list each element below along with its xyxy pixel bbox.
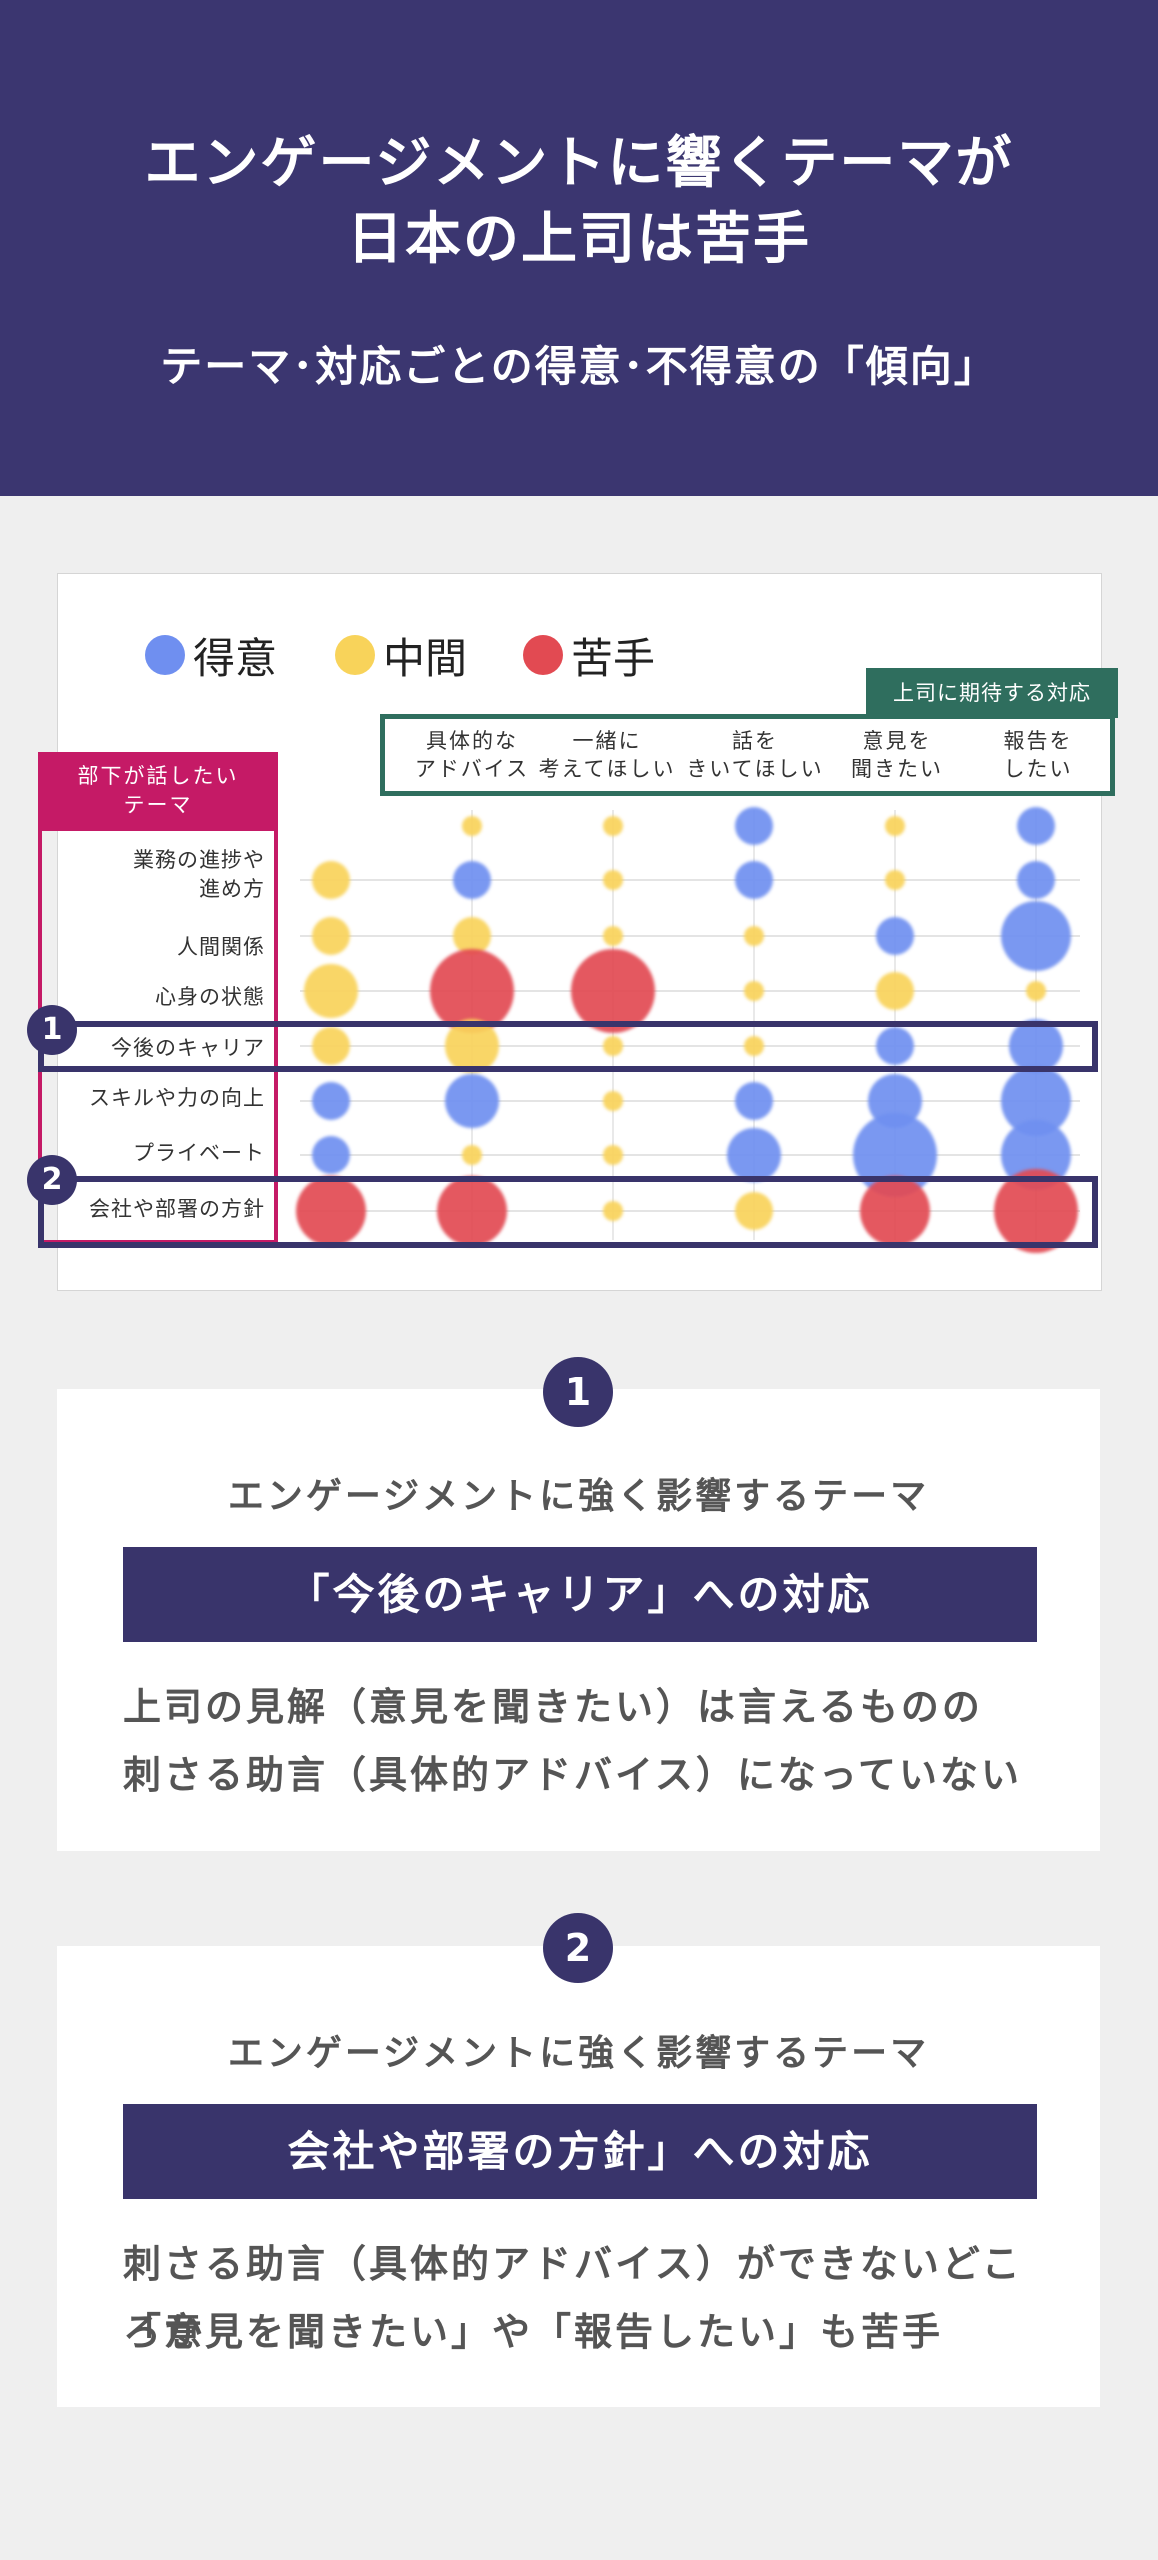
bubble-cell bbox=[744, 926, 764, 946]
bubble-row-lead bbox=[312, 1136, 350, 1174]
bubble-row-lead bbox=[312, 861, 350, 899]
row-label-relations: 人間関係 bbox=[177, 935, 265, 959]
page-title-line2: 日本の上司は苦手 bbox=[347, 207, 811, 272]
bubble-cell bbox=[735, 1082, 773, 1120]
row-label-private: プライベート bbox=[133, 1141, 265, 1165]
bubble-cell bbox=[1026, 981, 1046, 1001]
bubble-row-lead bbox=[312, 1082, 350, 1120]
card-2-body-line1: 刺さる助言（具体的アドバイス）ができないどころか bbox=[123, 2242, 1023, 2354]
bubble-cell bbox=[603, 870, 623, 890]
boss-response-tag: 上司に期待する対応 bbox=[866, 668, 1118, 718]
bubble-cell bbox=[603, 1145, 623, 1165]
bubble-cell bbox=[860, 1176, 930, 1246]
bubble-cell bbox=[735, 861, 773, 899]
header-banner: エンゲージメントに響くテーマが 日本の上司は苦手 テーマ･対応ごとの得意･不得意… bbox=[0, 0, 1158, 496]
bubble-cell bbox=[445, 1074, 499, 1128]
legend-good: 得意 bbox=[145, 630, 277, 683]
col-label-report: 報告を したい bbox=[1003, 729, 1073, 781]
bubble-cell bbox=[1001, 1120, 1071, 1190]
bubble-chart bbox=[296, 807, 1080, 1253]
row-label-wellbeing: 心身の状態 bbox=[155, 985, 265, 1009]
legend-bad: 苦手 bbox=[523, 630, 655, 683]
bubble-top-row bbox=[885, 816, 905, 836]
bubble-row-lead bbox=[296, 1176, 366, 1246]
bubble-cell bbox=[876, 972, 914, 1010]
bubble-cell bbox=[885, 870, 905, 890]
bubble-row-lead bbox=[304, 964, 358, 1018]
card-2-lead: エンゲージメントに強く影響するテーマ bbox=[227, 2033, 930, 2074]
row-label-career: 今後のキャリア bbox=[111, 1036, 265, 1060]
subordinate-topic-tag: 部下が話したい テーマ bbox=[38, 752, 278, 831]
legend-mid-label: 中間 bbox=[383, 633, 468, 683]
bubble-cell bbox=[1017, 861, 1055, 899]
bubble-cell bbox=[603, 1091, 623, 1111]
bubble-cell bbox=[876, 917, 914, 955]
legend-good-label: 得意 bbox=[193, 633, 278, 683]
insight-card-2: エンゲージメントに強く影響するテーマ 会社や部署の方針」への対応 刺さる助言（具… bbox=[57, 1946, 1100, 2407]
bubble-cell bbox=[603, 926, 623, 946]
page-subtitle: テーマ･対応ごとの得意･不得意の「傾向」 bbox=[160, 342, 998, 391]
col-label-opinion: 意見を 聞きたい bbox=[851, 729, 943, 781]
bubble-cell bbox=[744, 981, 764, 1001]
legend-bad-swatch bbox=[523, 635, 563, 675]
bubble-top-row bbox=[462, 816, 482, 836]
card-1-body-line1: 上司の見解（意見を聞きたい）は言えるものの bbox=[123, 1685, 983, 1729]
legend-mid: 中間 bbox=[335, 630, 467, 683]
col-label-advice: 具体的な アドバイス bbox=[414, 729, 530, 781]
highlight-row-career bbox=[38, 1021, 1098, 1072]
row-label-progress: 業務の進捗や 進め方 bbox=[133, 848, 265, 901]
card-1-lead: エンゲージメントに強く影響するテーマ bbox=[227, 1476, 930, 1517]
card-1-number: 1 bbox=[543, 1357, 613, 1427]
insight-card-1: エンゲージメントに強く影響するテーマ 「今後のキャリア」への対応 上司の見解（意… bbox=[57, 1389, 1100, 1851]
bubble-cell bbox=[868, 1074, 922, 1128]
bubble-cell bbox=[571, 949, 655, 1033]
bubble-cell bbox=[453, 917, 491, 955]
bubble-cell bbox=[735, 1192, 773, 1230]
bubble-cell bbox=[430, 949, 514, 1033]
bubble-cell bbox=[744, 1036, 764, 1056]
legend-good-swatch bbox=[145, 635, 185, 675]
bubble-row-lead bbox=[312, 1027, 350, 1065]
bubble-cell bbox=[727, 1128, 781, 1182]
bubble-cell bbox=[437, 1176, 507, 1246]
card-1-headline: 「今後のキャリア」への対応 bbox=[123, 1547, 1037, 1642]
highlight-marker-1: 1 bbox=[27, 1005, 77, 1055]
highlight-row-policy bbox=[38, 1176, 1098, 1248]
bubble-cell bbox=[445, 1019, 499, 1073]
card-2-number: 2 bbox=[543, 1913, 613, 1983]
bubble-cell bbox=[1001, 1066, 1071, 1136]
page-title-line1: エンゲージメントに響くテーマが bbox=[144, 131, 1014, 196]
bubble-cell bbox=[1001, 901, 1071, 971]
row-label-policy: 会社や部署の方針 bbox=[89, 1197, 265, 1221]
bubble-cell bbox=[994, 1169, 1078, 1253]
legend-bad-label: 苦手 bbox=[571, 633, 656, 683]
card-2-body-line2: 「意見を聞きたい」や「報告したい」も苦手 bbox=[123, 2310, 944, 2354]
bubble-cell bbox=[453, 861, 491, 899]
row-label-skills: スキルや力の向上 bbox=[89, 1086, 265, 1110]
bubble-top-row bbox=[735, 807, 773, 845]
bubble-row-lead bbox=[312, 917, 350, 955]
col-label-think-together: 一緒に 考えてほしい bbox=[538, 729, 676, 781]
bubble-cell bbox=[876, 1027, 914, 1065]
bubble-cell bbox=[1009, 1019, 1063, 1073]
bubble-cell bbox=[462, 1145, 482, 1165]
bubble-cell bbox=[603, 1201, 623, 1221]
boss-response-header-box bbox=[380, 714, 1115, 796]
bubble-cell bbox=[603, 1036, 623, 1056]
bubble-top-row bbox=[1017, 807, 1055, 845]
highlight-marker-2: 2 bbox=[27, 1155, 77, 1205]
card-1-body-line2: 刺さる助言（具体的アドバイス）になっていない bbox=[123, 1753, 1022, 1797]
col-label-listen: 話を きいてほしい bbox=[686, 729, 824, 781]
card-2-headline: 会社や部署の方針」への対応 bbox=[123, 2104, 1037, 2199]
legend-mid-swatch bbox=[335, 635, 375, 675]
bubble-top-row bbox=[603, 816, 623, 836]
